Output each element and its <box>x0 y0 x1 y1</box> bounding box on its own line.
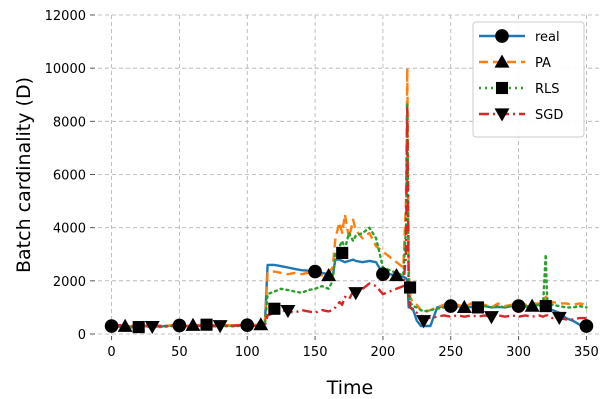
x-tick-label: 150 <box>303 345 328 360</box>
x-axis-title: Time <box>326 377 374 399</box>
marker-SGD <box>280 304 296 319</box>
marker-SGD <box>348 287 364 301</box>
legend-label-real: real <box>535 30 560 45</box>
marker-real <box>308 264 322 279</box>
marker-SGD <box>144 320 160 335</box>
y-tick-label: 4000 <box>53 222 86 237</box>
marker-RLS <box>268 302 281 315</box>
y-tick-label: 0 <box>78 328 86 343</box>
marker-real <box>511 299 526 313</box>
legend-marker-RLS <box>495 81 509 95</box>
marker-PA <box>456 299 472 314</box>
marker-SGD <box>551 311 567 325</box>
marker-real <box>104 319 119 333</box>
marker-RLS <box>200 318 213 331</box>
legend: real PA RLS SGD <box>472 21 585 138</box>
y-tick-label: 8000 <box>53 115 86 130</box>
marker-real <box>376 267 390 282</box>
marker-RLS <box>471 301 484 314</box>
y-tick-label: 10000 <box>45 62 86 77</box>
marker-real <box>443 299 458 313</box>
marker-SGD <box>416 315 432 329</box>
y-tick-label: 12000 <box>45 9 86 24</box>
x-tick-label: 0 <box>107 345 115 360</box>
marker-SGD <box>483 311 499 325</box>
x-tick-label: 200 <box>371 345 396 360</box>
y-tick-label: 6000 <box>53 169 86 184</box>
marker-PA <box>524 298 540 312</box>
marker-real <box>172 318 187 333</box>
legend-label-PA: PA <box>535 56 551 71</box>
marker-real <box>240 318 255 333</box>
marker-SGD <box>212 320 228 334</box>
x-tick-label: 250 <box>438 345 463 360</box>
marker-RLS <box>539 300 552 313</box>
legend-marker-PA <box>494 54 510 68</box>
y-tick-label: 2000 <box>53 275 86 290</box>
y-axis-title: Batch cardinality (D) <box>13 77 35 273</box>
marker-RLS <box>404 281 417 294</box>
marker-PA <box>389 268 404 282</box>
marker-PA <box>253 317 269 331</box>
legend-marker-SGD <box>494 108 510 122</box>
axis-ticks: 0 50 100 150 200 250 300 350 0 2000 4000 6000 8000 10… <box>45 9 599 360</box>
series-line-real <box>111 258 587 328</box>
marker-PA <box>117 318 133 332</box>
marker-PA <box>185 317 201 331</box>
x-tick-label: 300 <box>506 345 531 360</box>
markers-group <box>104 246 594 335</box>
series-line-SGD <box>111 106 587 328</box>
x-tick-label: 100 <box>235 345 260 360</box>
marker-PA <box>321 268 337 282</box>
legend-box <box>472 21 585 138</box>
marker-RLS <box>132 321 145 334</box>
legend-label-SGD: SGD <box>535 108 563 123</box>
x-tick-label: 50 <box>171 345 188 360</box>
marker-real <box>579 319 594 333</box>
x-tick-label: 350 <box>574 345 599 360</box>
legend-label-RLS: RLS <box>535 82 560 97</box>
marker-RLS <box>336 246 349 259</box>
legend-marker-real <box>495 29 509 43</box>
